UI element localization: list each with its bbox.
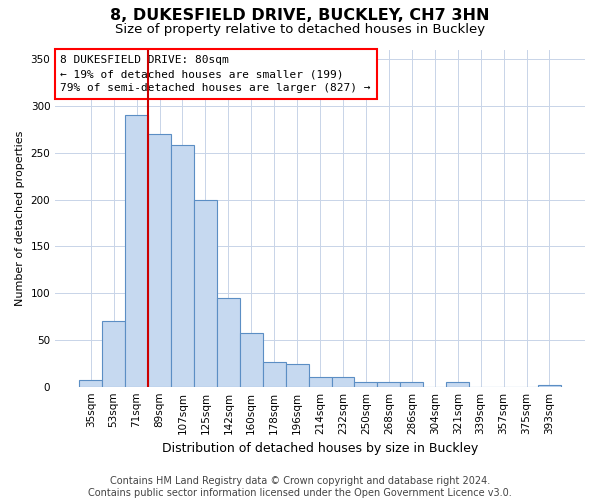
Bar bbox=[446, 382, 469, 386]
X-axis label: Distribution of detached houses by size in Buckley: Distribution of detached houses by size … bbox=[162, 442, 478, 455]
Bar bbox=[194, 200, 217, 386]
Bar bbox=[125, 116, 148, 386]
Bar bbox=[102, 321, 125, 386]
Bar bbox=[263, 362, 286, 386]
Bar bbox=[400, 382, 423, 386]
Bar bbox=[308, 378, 332, 386]
Bar bbox=[148, 134, 171, 386]
Bar bbox=[538, 385, 561, 386]
Bar bbox=[217, 298, 240, 386]
Text: Size of property relative to detached houses in Buckley: Size of property relative to detached ho… bbox=[115, 22, 485, 36]
Text: 8 DUKESFIELD DRIVE: 80sqm
← 19% of detached houses are smaller (199)
79% of semi: 8 DUKESFIELD DRIVE: 80sqm ← 19% of detac… bbox=[61, 55, 371, 93]
Bar bbox=[286, 364, 308, 386]
Text: Contains HM Land Registry data © Crown copyright and database right 2024.
Contai: Contains HM Land Registry data © Crown c… bbox=[88, 476, 512, 498]
Bar bbox=[377, 382, 400, 386]
Bar bbox=[355, 382, 377, 386]
Text: 8, DUKESFIELD DRIVE, BUCKLEY, CH7 3HN: 8, DUKESFIELD DRIVE, BUCKLEY, CH7 3HN bbox=[110, 8, 490, 22]
Bar bbox=[332, 378, 355, 386]
Bar bbox=[171, 146, 194, 386]
Bar bbox=[79, 380, 102, 386]
Y-axis label: Number of detached properties: Number of detached properties bbox=[15, 130, 25, 306]
Bar bbox=[240, 334, 263, 386]
